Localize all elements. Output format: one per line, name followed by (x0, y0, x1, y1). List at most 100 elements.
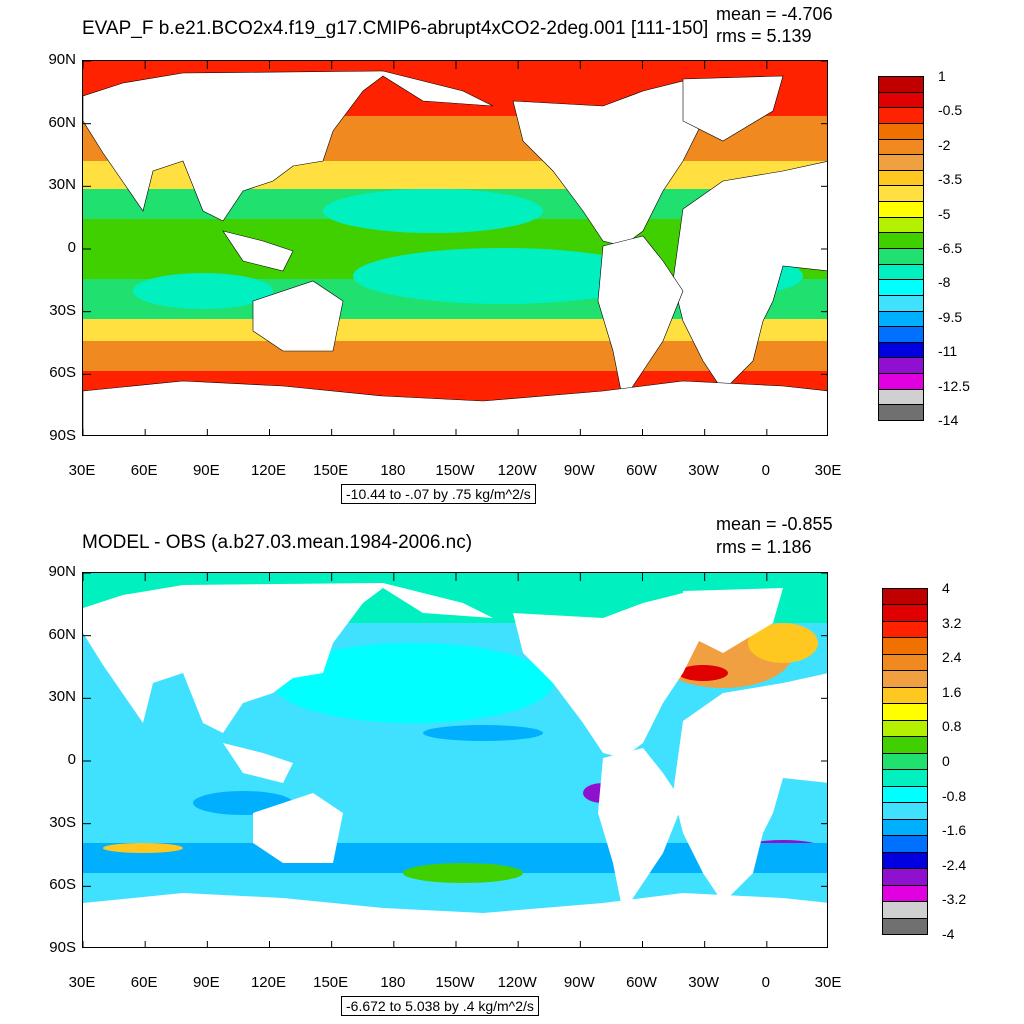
land-mask (682, 75, 784, 142)
top-map-plot-area (82, 60, 828, 436)
longitude-tick-label: 0 (761, 462, 770, 479)
colorbar-label: 1.6 (942, 683, 962, 700)
tropical-negative-band (423, 725, 543, 741)
latitude-tick-label: 30S (49, 301, 76, 319)
land-mask (673, 673, 827, 903)
colorbar-swatch (878, 294, 924, 312)
land-mask (83, 893, 827, 947)
colorbar-swatch (878, 388, 924, 406)
colorbar-label: 3.2 (942, 614, 962, 631)
colorbar-swatch (878, 373, 924, 390)
colorbar-swatch (882, 604, 928, 622)
colorbar-swatch (882, 670, 928, 688)
longitude-tick-label: 60W (626, 974, 657, 991)
colorbar-label: -9.5 (938, 308, 963, 325)
colorbar-label: -6.5 (938, 240, 963, 256)
land-mask (512, 80, 704, 247)
longitude-tick-label: 150E (313, 462, 349, 479)
colorbar-label: -5 (938, 205, 951, 222)
colorbar-swatch (878, 357, 924, 375)
latitude-tick-label: 60N (48, 625, 76, 643)
land-mask (597, 235, 684, 402)
colorbar-swatch (882, 620, 928, 639)
colorbar-label: -2 (938, 136, 951, 153)
colorbar-swatch (882, 901, 928, 919)
top-map-panel: EVAP_F b.e21.BCO2x4.f19_g17.CMIP6-abrupt… (48, 4, 998, 504)
longitude-tick-label: 30E (814, 974, 842, 991)
colorbar-label: -11 (938, 343, 958, 360)
bottom-map-field (83, 573, 827, 947)
colorbar-label: 0.8 (942, 718, 962, 735)
colorbar-swatch (878, 216, 924, 234)
top-colorbar: 1 -0.5 -2 -3.5 -5 -6.5 -8 -9.5 -11 -12.5 -14 (878, 68, 998, 428)
colorbar-swatch (878, 91, 924, 109)
north-pacific-max (323, 189, 543, 233)
bottom-mean-value: mean = -0.855 (716, 514, 833, 534)
colorbar-swatch (878, 107, 924, 124)
land-mask (83, 380, 827, 435)
colorbar-label: 4 (942, 580, 950, 596)
longitude-tick-label: 120W (497, 974, 537, 991)
bottom-map-title: MODEL - OBS (a.b27.03.mean.1984-2006.nc) (82, 532, 473, 553)
colorbar-swatch (882, 703, 928, 721)
colorbar-swatch (882, 588, 928, 606)
latitude-tick-label: 90S (49, 939, 76, 956)
colorbar-swatch (882, 802, 928, 820)
colorbar-swatch (878, 138, 924, 156)
colorbar-swatch (878, 341, 924, 359)
south-pacific-positive (403, 863, 523, 883)
colorbar-swatch (882, 818, 928, 837)
colorbar-swatch (882, 785, 928, 804)
longitude-tick-label: 30W (688, 974, 720, 991)
bottom-rms-value: rms = 1.186 (716, 537, 812, 557)
colorbar-swatch (882, 637, 928, 655)
top-map-title: EVAP_F b.e21.BCO2x4.f19_g17.CMIP6-abrupt… (82, 18, 709, 39)
colorbar-swatch (882, 851, 928, 870)
longitude-tick-label: 180 (380, 462, 406, 479)
colorbar-swatch (882, 736, 928, 754)
colorbar-swatch (882, 884, 928, 903)
colorbar-swatch (878, 404, 924, 421)
colorbar-swatch (878, 154, 924, 171)
longitude-tick-label: 90E (192, 462, 220, 479)
latitude-tick-label: 90N (48, 563, 76, 580)
colorbar-label: 1 (938, 68, 946, 84)
colorbar-swatch (878, 310, 924, 328)
colorbar-label: -0.5 (938, 102, 963, 119)
longitude-tick-label: 60E (130, 974, 158, 991)
colorbar-label: 2.4 (942, 649, 962, 666)
colorbar-swatch (878, 185, 924, 203)
colorbar-swatch (878, 263, 924, 281)
longitude-tick-label: 60E (130, 462, 158, 479)
land-mask (83, 583, 493, 733)
colorbar-label: -2.4 (942, 856, 967, 873)
top-contour-range: -10.44 to -.07 by .75 kg/m^2/s (341, 484, 536, 504)
bottom-map-panel: MODEL - OBS (a.b27.03.mean.1984-2006.nc)… (0, 512, 1024, 1024)
top-map-field (83, 61, 827, 435)
longitude-tick-label: 90W (563, 974, 595, 991)
colorbar-label: -3.2 (942, 891, 967, 908)
longitude-tick-label: 30W (688, 462, 720, 479)
latitude-tick-label: 30N (48, 176, 76, 194)
longitude-tick-label: 120W (497, 462, 537, 479)
latitude-tick-label: 60S (49, 364, 76, 382)
colorbar-swatch (882, 686, 928, 705)
colorbar-label: -12.5 (938, 377, 970, 394)
longitude-tick-label: 30E (814, 462, 842, 479)
colorbar-label: -0.8 (942, 787, 967, 804)
longitude-tick-label: 30E (68, 462, 96, 479)
colorbar-swatch (882, 917, 928, 935)
land-mask (672, 161, 827, 392)
colorbar-label: -4 (942, 926, 955, 942)
land-mask (83, 70, 494, 222)
longitude-tick-label: 0 (761, 974, 770, 991)
longitude-tick-label: 120E (250, 462, 287, 479)
colorbar-swatch (878, 169, 924, 187)
latitude-tick-label: 90S (49, 427, 76, 444)
colorbar-label: -3.5 (938, 171, 963, 188)
colorbar-swatch (882, 719, 928, 738)
land-mask (223, 743, 293, 783)
land-mask (253, 793, 343, 863)
longitude-tick-label: 30E (68, 974, 96, 991)
longitude-tick-label: 90E (192, 974, 220, 991)
